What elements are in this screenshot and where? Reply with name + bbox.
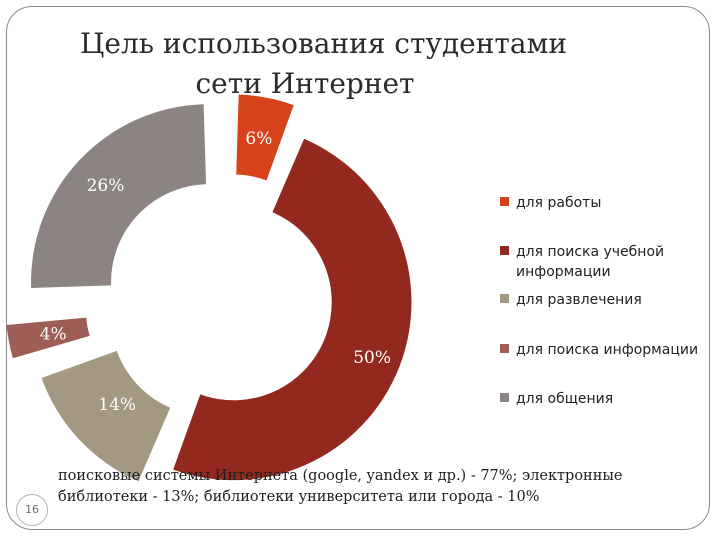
data-label-info-search: 4% xyxy=(40,324,67,344)
chart-title-line-2: сети Интернет xyxy=(195,67,415,100)
data-label-communication: 26% xyxy=(87,176,125,196)
donut-slice-work xyxy=(236,94,294,181)
donut-slice-info-search xyxy=(6,317,90,359)
legend-swatch-communication xyxy=(500,393,509,402)
legend-label-study-info: для поиска учебной информации xyxy=(516,244,665,280)
legend-label-info-search: для поиска информации xyxy=(516,342,699,358)
footnote: поисковые системы Интернета (google, yan… xyxy=(58,466,668,508)
legend-label-communication: для общения xyxy=(516,391,614,407)
page-number: 16 xyxy=(16,494,48,526)
footnote-line-2: библиотеки - 13%; библиотеки университет… xyxy=(58,489,540,505)
data-label-work: 6% xyxy=(245,129,272,149)
donut-slice-entertainment xyxy=(41,350,171,482)
chart-title: Цель использования студентами сети Интер… xyxy=(80,24,568,104)
legend-label-work: для работы xyxy=(516,195,602,211)
legend-label-entertainment: для развлечения xyxy=(516,292,642,308)
legend-swatch-work xyxy=(500,197,509,206)
chart-title-line-1: Цель использования студентами xyxy=(80,27,568,60)
legend-swatch-info-search xyxy=(500,344,509,353)
data-label-study-info: 50% xyxy=(353,348,391,368)
legend-swatch-study-info xyxy=(500,246,509,255)
legend-swatch-entertainment xyxy=(500,294,509,303)
donut-slice-communication xyxy=(31,104,207,288)
footnote-line-1: поисковые системы Интернета (google, yan… xyxy=(58,468,623,484)
donut-slice-study-info xyxy=(173,138,412,481)
data-label-entertainment: 14% xyxy=(98,395,136,415)
